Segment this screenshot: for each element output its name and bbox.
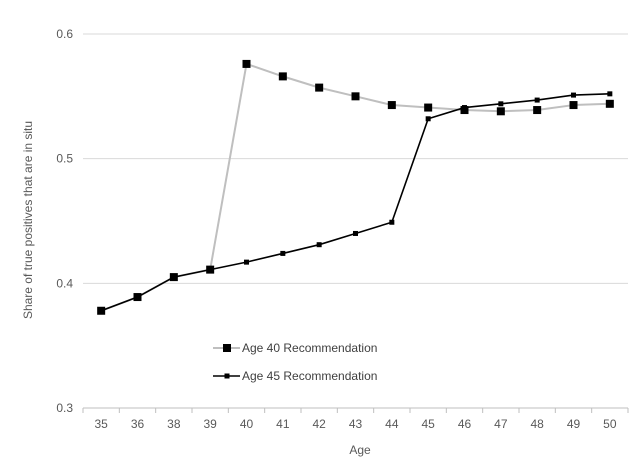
data-point (462, 105, 467, 111)
legend: Age 40 Recommendation Age 45 Recommendati… (213, 341, 377, 383)
data-point (387, 101, 396, 110)
x-tick-label: 36 (131, 417, 145, 431)
data-point (351, 92, 360, 101)
data-point (315, 83, 324, 92)
data-point (533, 106, 542, 115)
gridlines (83, 33, 628, 284)
data-point (207, 267, 213, 273)
data-point (425, 116, 431, 122)
x-tick-label: 35 (94, 417, 108, 431)
y-tick-label: 0.5 (56, 152, 73, 166)
data-point (498, 101, 504, 107)
x-tick-label: 42 (312, 417, 326, 431)
series (97, 59, 614, 315)
x-tick-label: 48 (530, 417, 544, 431)
data-point (424, 103, 433, 112)
data-point (280, 250, 286, 256)
data-point (135, 294, 140, 300)
x-tick-label: 47 (494, 417, 508, 431)
x-tick-label: 41 (276, 417, 290, 431)
legend-label: Age 40 Recommendation (242, 341, 377, 355)
y-axis-title: Share of true positives that are in situ (21, 121, 35, 319)
x-tick-label: 50 (603, 417, 617, 431)
data-point (353, 230, 358, 236)
data-point (244, 259, 249, 265)
x-tick-label: 45 (421, 417, 435, 431)
data-point (569, 101, 578, 110)
x-tick-label: 43 (349, 417, 363, 431)
x-tick-label: 40 (240, 417, 254, 431)
data-point (607, 91, 613, 97)
x-tick-label: 46 (458, 417, 472, 431)
y-tick-label: 0.6 (56, 27, 73, 41)
data-point (534, 97, 540, 103)
legend-marker (224, 373, 230, 379)
x-tick-label: 44 (385, 417, 399, 431)
data-point (171, 274, 177, 280)
legend-entry: Age 40 Recommendation (213, 341, 377, 355)
data-point (98, 308, 104, 314)
data-point (389, 219, 395, 225)
data-point (242, 59, 251, 68)
legend-marker (223, 344, 231, 352)
y-tick-label: 0.4 (56, 276, 73, 290)
x-tick-label: 38 (167, 417, 181, 431)
data-point (278, 72, 287, 81)
series-2 (98, 91, 613, 314)
x-tick-label: 49 (567, 417, 581, 431)
legend-entry: Age 45 Recommendation (213, 369, 377, 383)
x-tick-label: 39 (203, 417, 217, 431)
axes: 0.3 0.4 0.5 0.6 35 36 38 39 40 41 42 43 44 45 46 47 48 49… (56, 27, 629, 431)
data-point (571, 92, 576, 98)
data-point (605, 99, 614, 108)
y-tick-label: 0.3 (56, 401, 73, 415)
legend-label: Age 45 Recommendation (242, 369, 377, 383)
data-point (496, 107, 505, 116)
data-point (316, 242, 322, 248)
x-axis-title: Age (349, 443, 371, 457)
